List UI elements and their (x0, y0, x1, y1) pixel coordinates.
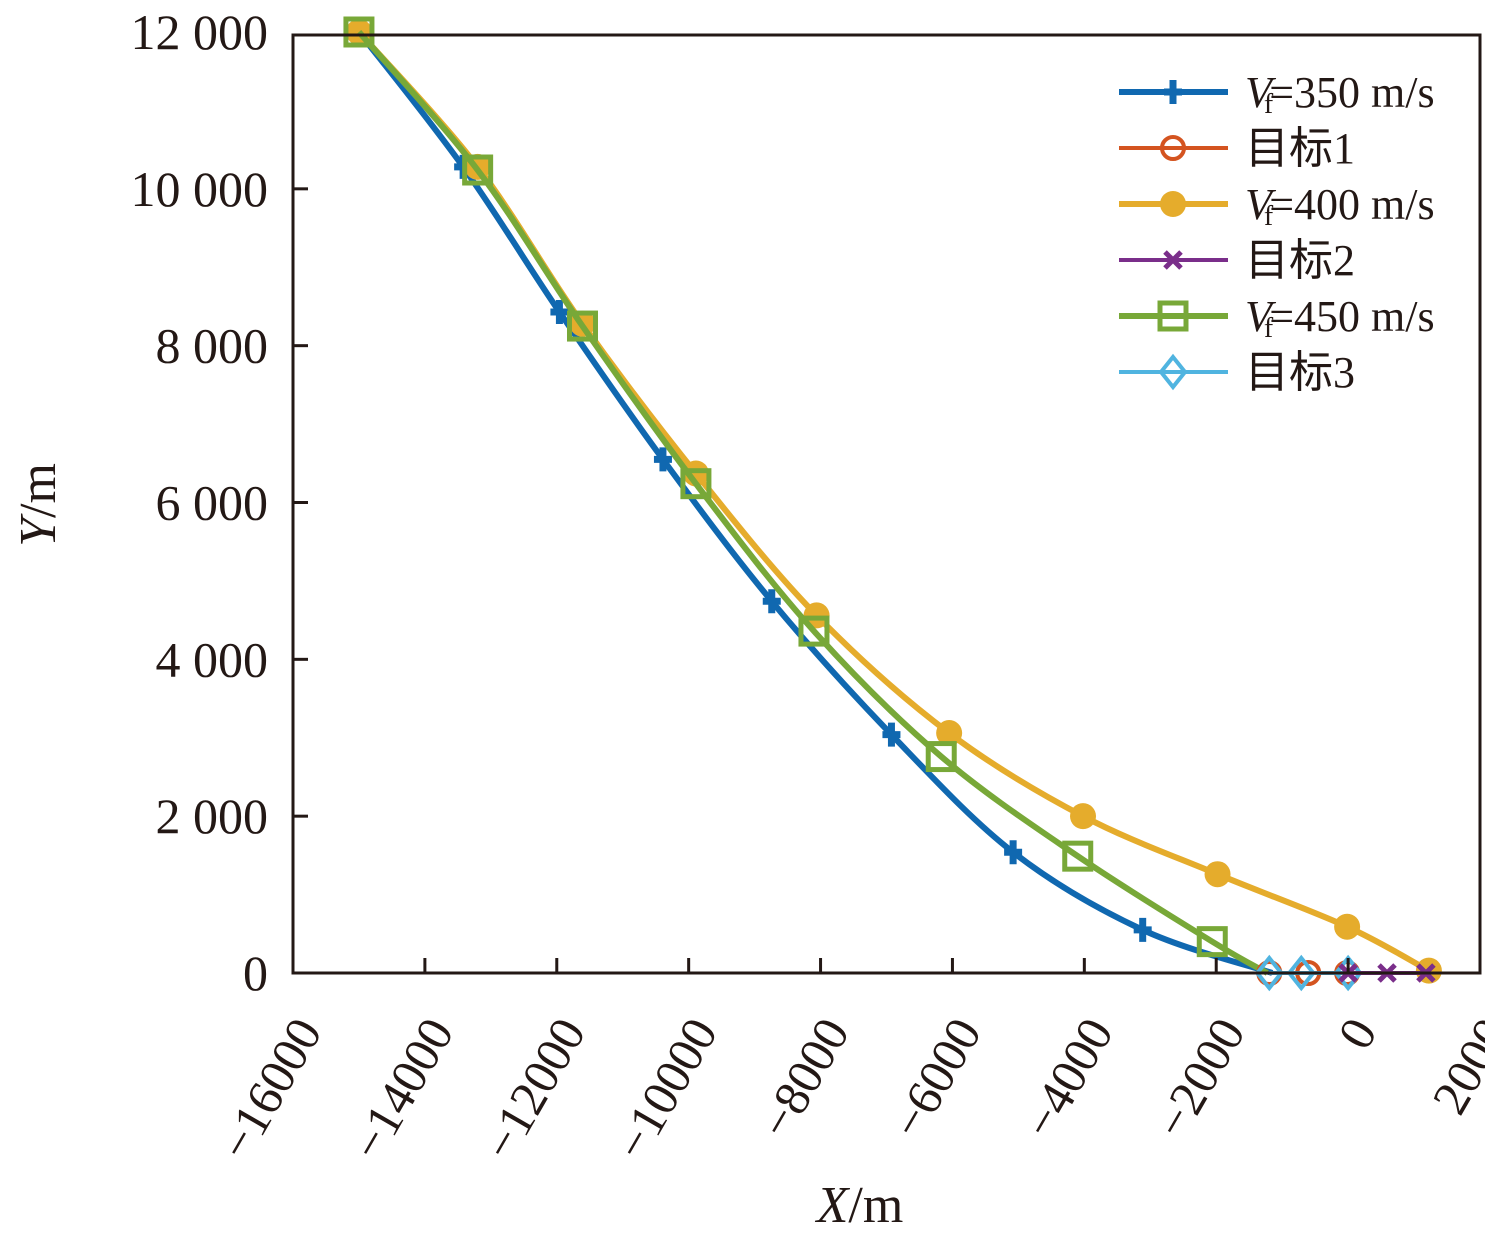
legend-item: 目标3 (1119, 348, 1355, 397)
legend-item: Vf=450 m/s (1119, 292, 1435, 344)
x-tick-label: −14000 (339, 1009, 464, 1170)
x-tick-label: −16000 (207, 1009, 332, 1170)
plus-marker (762, 589, 781, 614)
plus-marker (550, 299, 569, 324)
y-tick-label: 4 000 (156, 631, 269, 687)
y-axis-label: Y/m (10, 463, 67, 547)
legend-label: 目标3 (1245, 348, 1355, 397)
legend-item: Vf=350 m/s (1119, 68, 1435, 120)
square-marker (1062, 840, 1094, 872)
diamond-marker (1158, 353, 1188, 391)
x-axis-label: X/m (815, 1177, 904, 1234)
plus-stroke (882, 722, 901, 747)
series-0 (349, 20, 1274, 976)
legend-item: Vf=400 m/s (1119, 180, 1435, 232)
legend-label: 目标2 (1245, 236, 1355, 285)
square-marker (343, 16, 375, 48)
y-tick-label: 6 000 (156, 475, 269, 531)
x-tick-label: −6000 (879, 1009, 992, 1148)
x-tick-label: −10000 (603, 1009, 728, 1170)
x-tick-label: −4000 (1011, 1009, 1124, 1148)
plus-marker (882, 722, 901, 747)
dot-marker (936, 720, 963, 747)
axes-layer: −16000 −14000 −12000 −10000 −8000 −6000 −4000−… (131, 4, 1485, 1169)
square-marker (798, 615, 830, 647)
series-4 (343, 16, 1269, 976)
plus-marker (1133, 917, 1152, 942)
plus-stroke (1004, 840, 1023, 865)
diamond-marker (1254, 954, 1284, 992)
square-marker (1196, 926, 1228, 958)
y-tick-label: 0 (243, 945, 268, 1001)
dot-marker (803, 602, 830, 629)
plus-stroke (1133, 917, 1152, 942)
x-tick-label: 2000 (1421, 1009, 1485, 1124)
x-tick-label: −12000 (471, 1009, 596, 1170)
series-layer (343, 16, 1442, 992)
dot-marker (1204, 861, 1231, 888)
plus-stroke (550, 299, 569, 324)
square-marker (680, 468, 712, 500)
legend-label: 目标1 (1245, 124, 1355, 173)
dot-marker (1070, 803, 1097, 830)
legend-label: Vf=350 m/s (1245, 68, 1435, 120)
x-marker (1163, 250, 1183, 270)
plus-stroke (653, 447, 672, 472)
x-tick-label: 0 (1327, 1009, 1388, 1059)
square-marker (1157, 300, 1189, 332)
x-tick-label: −8000 (747, 1009, 860, 1148)
legend-label: Vf=450 m/s (1245, 292, 1435, 344)
legend-label: Vf=400 m/s (1245, 180, 1435, 232)
y-tick-label: 2 000 (156, 788, 269, 844)
square-marker (462, 154, 494, 186)
x-tick-label: −2000 (1143, 1009, 1256, 1148)
legend-item: 目标2 (1119, 236, 1355, 285)
dot-marker (1334, 913, 1361, 940)
square-marker (925, 741, 957, 773)
plus-marker (653, 447, 672, 472)
plus-marker (1164, 80, 1182, 104)
series-line (356, 30, 1269, 976)
dot-marker (1160, 191, 1186, 217)
y-tick-label: 8 000 (156, 318, 269, 374)
circle-marker (1160, 135, 1186, 161)
plus-marker (1004, 840, 1023, 865)
plus-stroke (762, 589, 781, 614)
square-marker (566, 310, 598, 342)
y-tick-label: 10 000 (131, 161, 269, 217)
plus-stroke (1164, 80, 1182, 104)
y-tick-label: 12 000 (131, 4, 269, 60)
diamond-marker (1286, 954, 1316, 992)
series-line (356, 30, 1274, 976)
legend-item: 目标1 (1119, 124, 1355, 173)
